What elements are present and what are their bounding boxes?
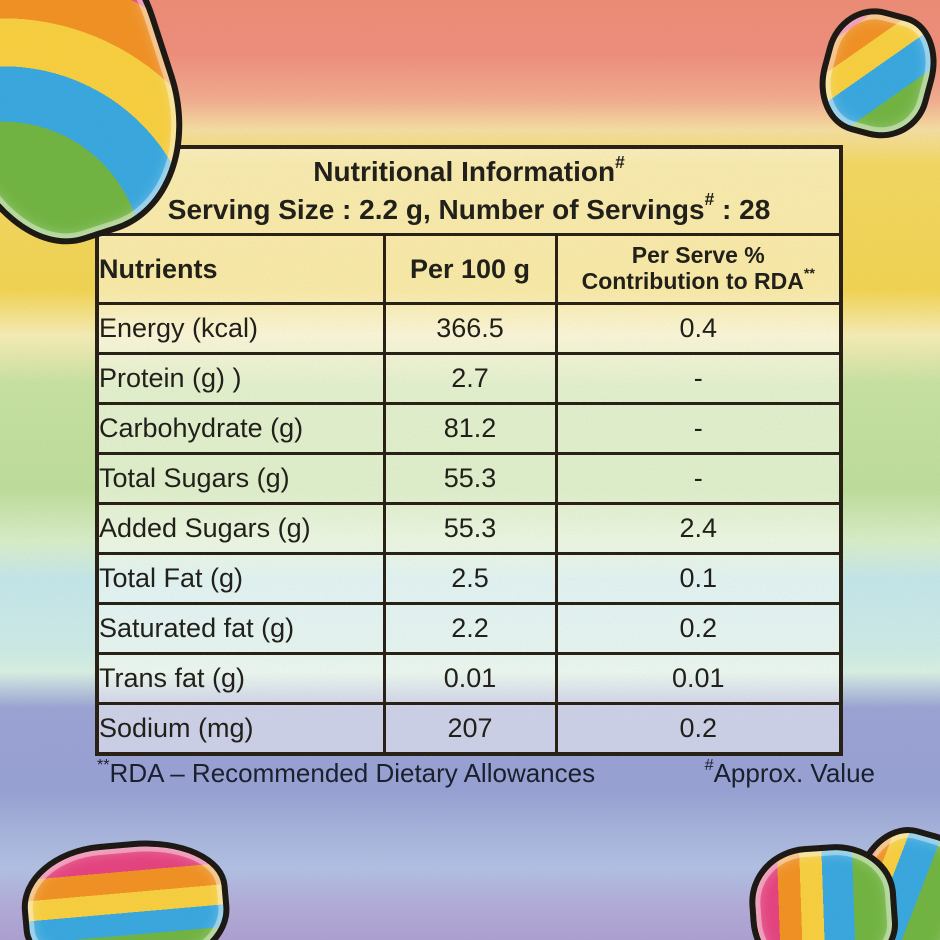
per-100g-value: 207	[382, 702, 558, 755]
footnote-approx: #Approx. Value	[704, 755, 875, 789]
per-100g-value: 55.3	[382, 502, 558, 555]
rda-superscript: **	[803, 265, 815, 282]
table-row-carbohydrate: Carbohydrate (g) 81.2 -	[95, 402, 843, 455]
table-row-added-sugars: Added Sugars (g) 55.3 2.4	[95, 502, 843, 555]
table-row-sodium: Sodium (mg) 207 0.2	[95, 702, 843, 755]
column-header-per-serve: Per Serve % Contribution to RDA**	[554, 233, 843, 305]
footnotes: **RDA – Recommended Dietary Allowances #…	[97, 755, 875, 789]
nutrient-label: Sodium (mg)	[95, 702, 386, 755]
per-100g-value: 81.2	[382, 402, 558, 455]
nutrient-label: Carbohydrate (g)	[95, 402, 386, 455]
nutrient-label: Protein (g) )	[95, 352, 386, 405]
per-100g-value: 2.2	[382, 602, 558, 655]
per-serve-value: -	[554, 402, 843, 455]
nutrient-label: Saturated fat (g)	[95, 602, 386, 655]
per-serve-value: -	[554, 452, 843, 505]
per-serve-line1: Per Serve %	[631, 242, 765, 269]
rda-footnote-superscript: **	[97, 755, 110, 774]
servings-count: : 28	[714, 194, 771, 225]
nutrition-table: Nutritional Information# Serving Size : …	[95, 145, 844, 756]
servings-superscript: #	[704, 189, 715, 210]
per-100g-value: 366.5	[382, 302, 558, 355]
per-serve-value: 0.2	[554, 702, 843, 755]
nutrient-label: Total Fat (g)	[95, 552, 386, 605]
per-serve-value: 0.1	[554, 552, 843, 605]
table-title-cell: Nutritional Information# Serving Size : …	[95, 145, 843, 236]
rainbow-candy-bottom-left-icon	[16, 833, 235, 940]
column-header-nutrients: Nutrients	[95, 233, 386, 305]
column-header-row: Nutrients Per 100 g Per Serve % Contribu…	[95, 233, 843, 305]
footnote-rda: **RDA – Recommended Dietary Allowances	[97, 755, 596, 789]
table-row-trans-fat: Trans fat (g) 0.01 0.01	[95, 652, 843, 705]
nutrient-label: Added Sugars (g)	[95, 502, 386, 555]
per-100g-value: 55.3	[382, 452, 558, 505]
table-title-row: Nutritional Information# Serving Size : …	[95, 145, 843, 236]
table-row-total-fat: Total Fat (g) 2.5 0.1	[95, 552, 843, 605]
per-100g-value: 2.5	[382, 552, 558, 605]
per-100g-value: 0.01	[382, 652, 558, 705]
per-serve-value: 0.01	[554, 652, 843, 705]
per-serve-value: 2.4	[554, 502, 843, 555]
table-title: Nutritional Information	[313, 156, 616, 188]
per-serve-line2: Contribution to RDA	[581, 268, 804, 294]
table-row-total-sugars: Total Sugars (g) 55.3 -	[95, 452, 843, 505]
table-row-saturated-fat: Saturated fat (g) 2.2 0.2	[95, 602, 843, 655]
approx-footnote-superscript: #	[704, 755, 714, 774]
serving-size-text: Serving Size : 2.2 g, Number of Servings	[167, 194, 705, 225]
per-serve-value: 0.4	[554, 302, 843, 355]
per-100g-value: 2.7	[382, 352, 558, 405]
rda-footnote-text: RDA – Recommended Dietary Allowances	[109, 758, 596, 788]
table-row-protein: Protein (g) ) 2.7 -	[95, 352, 843, 405]
nutrient-label: Trans fat (g)	[95, 652, 386, 705]
title-superscript: #	[615, 151, 625, 172]
nutrient-label: Energy (kcal)	[95, 302, 386, 355]
nutrient-label: Total Sugars (g)	[95, 452, 386, 505]
per-serve-value: 0.2	[554, 602, 843, 655]
table-row-energy: Energy (kcal) 366.5 0.4	[95, 302, 843, 355]
per-serve-value: -	[554, 352, 843, 405]
approx-footnote-text: Approx. Value	[713, 758, 875, 788]
column-header-per-100g: Per 100 g	[382, 233, 558, 305]
rainbow-candy-top-right-icon	[807, 0, 940, 150]
